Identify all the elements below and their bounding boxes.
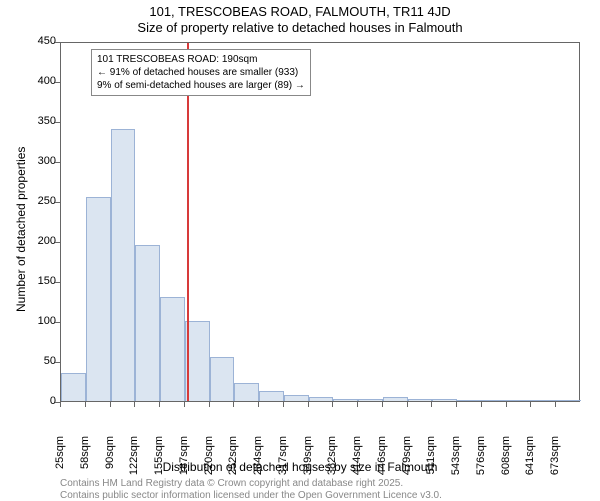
histogram-bar [482,400,507,401]
y-tick-mark [55,122,60,123]
y-tick-mark [55,82,60,83]
x-tick-mark [357,402,358,407]
x-tick-label: 349sqm [302,436,314,486]
x-tick-mark [85,402,86,407]
x-tick-mark [134,402,135,407]
x-tick-mark [184,402,185,407]
x-tick-label: 187sqm [178,436,190,486]
y-tick-mark [55,202,60,203]
y-tick-label: 250 [26,195,56,207]
histogram-bar [333,399,358,401]
footer-line2: Contains public sector information licen… [60,490,442,501]
x-tick-label: 284sqm [252,436,264,486]
x-tick-mark [481,402,482,407]
histogram-bar [210,357,235,401]
x-tick-mark [283,402,284,407]
x-tick-mark [60,402,61,407]
x-tick-mark [258,402,259,407]
x-tick-label: 58sqm [79,436,91,486]
x-tick-label: 220sqm [203,436,215,486]
y-tick-mark [55,282,60,283]
x-tick-mark [431,402,432,407]
chart-title-line1: 101, TRESCOBEAS ROAD, FALMOUTH, TR11 4JD [0,4,600,19]
x-tick-mark [308,402,309,407]
y-tick-label: 0 [26,395,56,407]
y-axis-label: Number of detached properties [14,147,28,312]
y-tick-mark [55,362,60,363]
x-tick-mark [233,402,234,407]
histogram-bar [408,399,433,401]
y-tick-label: 400 [26,75,56,87]
x-tick-mark [209,402,210,407]
x-tick-mark [407,402,408,407]
histogram-bar [86,197,111,401]
x-tick-mark [506,402,507,407]
annotation-line: 101 TRESCOBEAS ROAD: 190sqm [97,53,305,66]
histogram-bar [61,373,86,401]
histogram-bar [358,399,383,401]
x-tick-label: 511sqm [425,436,437,486]
histogram-bar [457,400,482,401]
chart-title-line2: Size of property relative to detached ho… [0,20,600,35]
x-tick-mark [382,402,383,407]
x-tick-label: 479sqm [401,436,413,486]
y-tick-mark [55,242,60,243]
x-tick-mark [456,402,457,407]
x-tick-label: 25sqm [54,436,66,486]
x-tick-label: 543sqm [450,436,462,486]
y-tick-label: 450 [26,35,56,47]
y-tick-mark [55,42,60,43]
histogram-bar [507,400,532,401]
histogram-bar [432,399,457,401]
histogram-bar [383,397,408,401]
annotation-line: ← 91% of detached houses are smaller (93… [97,66,305,79]
x-tick-label: 90sqm [104,436,116,486]
x-tick-label: 446sqm [376,436,388,486]
x-tick-label: 122sqm [128,436,140,486]
histogram-bar [556,400,581,401]
x-tick-label: 252sqm [227,436,239,486]
y-tick-mark [55,322,60,323]
y-tick-label: 150 [26,275,56,287]
y-tick-label: 200 [26,235,56,247]
x-tick-mark [332,402,333,407]
y-tick-mark [55,162,60,163]
y-tick-label: 50 [26,355,56,367]
y-tick-label: 100 [26,315,56,327]
reference-line [187,43,189,401]
histogram-bar [309,397,334,401]
histogram-bar [284,395,309,401]
x-tick-label: 414sqm [351,436,363,486]
x-tick-mark [555,402,556,407]
x-tick-label: 382sqm [326,436,338,486]
x-tick-label: 641sqm [524,436,536,486]
histogram-bar [531,400,556,401]
x-tick-mark [159,402,160,407]
x-tick-label: 673sqm [549,436,561,486]
histogram-bar [135,245,160,401]
x-tick-label: 317sqm [277,436,289,486]
x-tick-mark [530,402,531,407]
annotation-line: 9% of semi-detached houses are larger (8… [97,79,305,92]
x-tick-mark [110,402,111,407]
chart-container: 101, TRESCOBEAS ROAD, FALMOUTH, TR11 4JD… [0,0,600,500]
x-tick-label: 155sqm [153,436,165,486]
histogram-bar [259,391,284,401]
histogram-bar [234,383,259,401]
annotation-box: 101 TRESCOBEAS ROAD: 190sqm ← 91% of det… [91,49,311,96]
y-tick-label: 300 [26,155,56,167]
x-tick-label: 608sqm [500,436,512,486]
plot-area: 101 TRESCOBEAS ROAD: 190sqm ← 91% of det… [60,42,580,402]
histogram-bar [160,297,185,401]
y-tick-label: 350 [26,115,56,127]
histogram-bar [111,129,136,401]
x-tick-label: 576sqm [475,436,487,486]
